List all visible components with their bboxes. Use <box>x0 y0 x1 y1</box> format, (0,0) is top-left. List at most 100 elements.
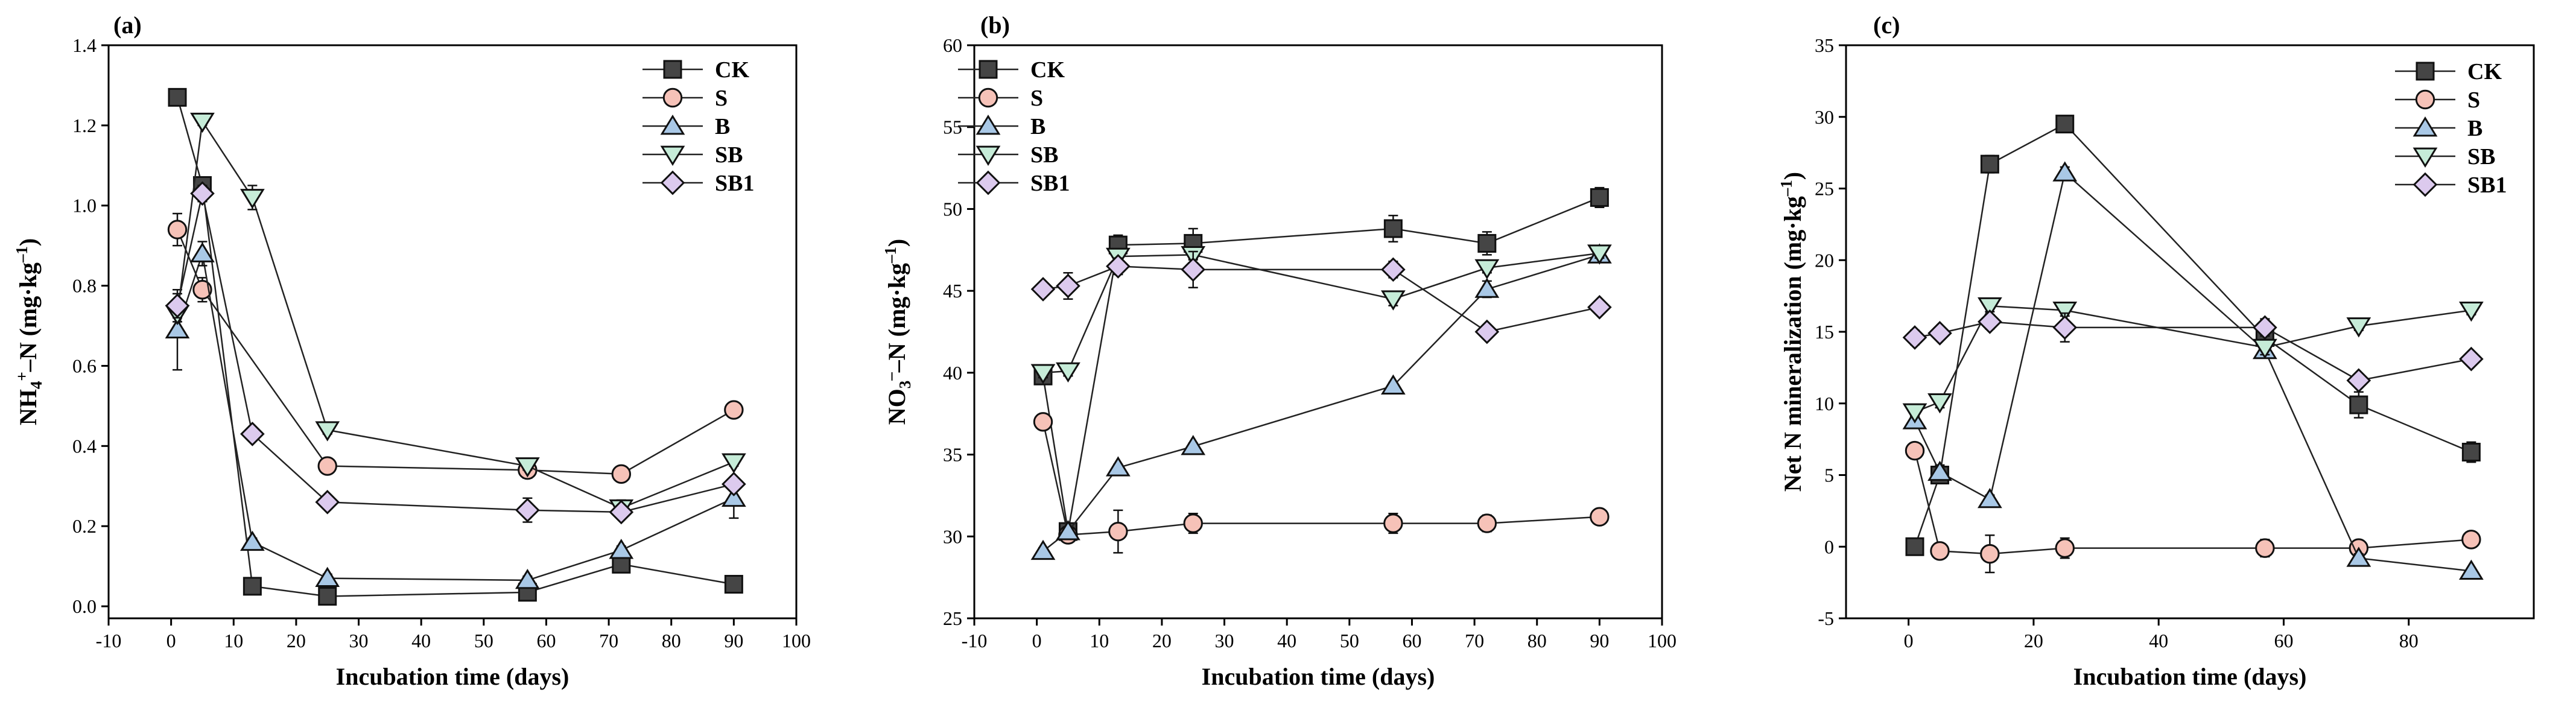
data-point <box>1587 244 1612 265</box>
data-point <box>167 220 188 239</box>
data-point <box>168 87 187 107</box>
series-line <box>1042 252 1600 374</box>
data-point <box>1587 294 1612 320</box>
data-point <box>609 539 634 559</box>
data-point <box>1105 456 1131 477</box>
series-B <box>1030 243 1612 560</box>
legend-marker <box>2413 172 2438 197</box>
data-point <box>611 464 632 484</box>
y-axis-title-part: NH <box>14 389 42 425</box>
data-point <box>1380 374 1406 395</box>
plot-frame <box>973 44 1663 620</box>
series-SB1 <box>165 181 746 525</box>
data-point <box>2346 317 2371 338</box>
data-point <box>190 181 215 206</box>
x-tick-label: 60 <box>536 630 556 652</box>
y-axis-title-part: 4 <box>27 381 45 390</box>
data-point <box>1977 487 2002 509</box>
y-tick-label: 50 <box>943 198 962 220</box>
y-tick-label: 25 <box>943 607 962 629</box>
panel-2: -10 0 10 20 30 40 50 60 70 80 90 100 25 30 35 40 45 50 55 6… <box>881 11 1677 690</box>
data-point <box>724 575 743 594</box>
data-point <box>1977 297 2002 318</box>
y-axis-title-part: –N (mg·kg <box>883 263 910 373</box>
x-tick-label: 20 <box>1152 630 1172 652</box>
data-point <box>240 422 265 446</box>
data-point <box>2346 547 2371 567</box>
series-line <box>176 193 734 513</box>
legend: CK SB SB SB1 <box>958 57 1070 196</box>
x-tick-label: -10 <box>962 630 988 652</box>
y-tick-label: 25 <box>1815 178 1834 200</box>
legend-label: B <box>2467 116 2482 141</box>
y-tick-label: 60 <box>943 34 962 56</box>
data-point <box>1980 154 1999 174</box>
x-tick-label: 80 <box>1528 630 1547 652</box>
legend-marker <box>978 87 998 108</box>
data-point <box>2346 368 2371 393</box>
legend-label: CK <box>2467 59 2502 84</box>
y-tick-label: 10 <box>1815 393 1834 414</box>
x-tick-label: 0 <box>167 630 176 652</box>
x-tick-label: 90 <box>724 630 743 652</box>
y-axis-title-part: NO <box>883 388 910 425</box>
legend-label: SB <box>715 142 743 168</box>
plot-frame <box>107 44 798 620</box>
x-tick-label: 60 <box>2274 630 2293 652</box>
y-tick-label: 1.4 <box>72 34 97 56</box>
legend: CK SB SB SB1 <box>2395 59 2507 198</box>
data-point <box>2055 115 2075 134</box>
data-point <box>1902 403 1927 423</box>
data-point <box>315 421 340 442</box>
series-CK <box>1033 186 1609 541</box>
y-tick-label: 0.4 <box>72 435 97 457</box>
x-tick-label: 80 <box>2399 630 2419 652</box>
series-line <box>1914 171 2472 572</box>
data-point <box>722 472 746 496</box>
data-point <box>1930 541 1950 561</box>
data-point <box>1905 537 1924 556</box>
x-tick-label: 70 <box>1465 630 1484 652</box>
x-tick-label: 30 <box>349 630 369 652</box>
legend-marker <box>976 115 1001 135</box>
data-point <box>1474 319 1500 344</box>
y-tick-label: 15 <box>1815 321 1834 343</box>
x-tick-label: 100 <box>1648 630 1677 652</box>
legend-label: S <box>1030 86 1043 111</box>
y-axis-title-part: – <box>881 372 899 381</box>
legend-label: S <box>2467 87 2480 113</box>
x-tick-label: 30 <box>1215 630 1234 652</box>
series-B <box>165 241 746 589</box>
series-SB <box>165 112 746 520</box>
y-tick-label: 0.2 <box>72 515 97 537</box>
y-axis-title: Net N mineralization (mg·kg–1) <box>1777 172 1806 492</box>
legend-label: SB1 <box>2467 173 2507 198</box>
x-axis-title: Incubation time (days) <box>336 663 569 690</box>
y-axis-title-part: –1 <box>13 246 31 263</box>
x-tick-label: 80 <box>662 630 681 652</box>
x-tick-label: 0 <box>1904 630 1914 652</box>
data-point <box>1380 290 1406 311</box>
x-tick-label: 50 <box>474 630 493 652</box>
data-point <box>2461 443 2481 461</box>
series-B <box>1902 161 2484 580</box>
x-axis-title: Incubation time (days) <box>1202 663 1435 690</box>
legend-label: SB1 <box>715 171 754 196</box>
x-tick-label: 20 <box>2024 630 2043 652</box>
y-axis-title: NO3––N (mg·kg–1) <box>881 239 914 425</box>
legend-label: B <box>1030 114 1045 139</box>
data-point <box>165 293 190 319</box>
legend-marker <box>2413 116 2438 137</box>
data-point <box>2458 559 2484 580</box>
data-point <box>1927 321 1952 346</box>
series-line <box>1042 422 1600 536</box>
x-tick-label: 40 <box>411 630 431 652</box>
data-point <box>240 530 265 551</box>
data-point <box>1056 520 1080 541</box>
x-tick-label: 90 <box>1590 630 1609 652</box>
panel-3: 0 20 40 60 80 -5 0 5 10 15 20 25 30 35 (c) Incubation t… <box>1777 11 2535 690</box>
y-tick-label: 0.8 <box>72 275 97 297</box>
data-point <box>1590 507 1610 527</box>
y-axis-title-part: –1 <box>881 247 899 264</box>
